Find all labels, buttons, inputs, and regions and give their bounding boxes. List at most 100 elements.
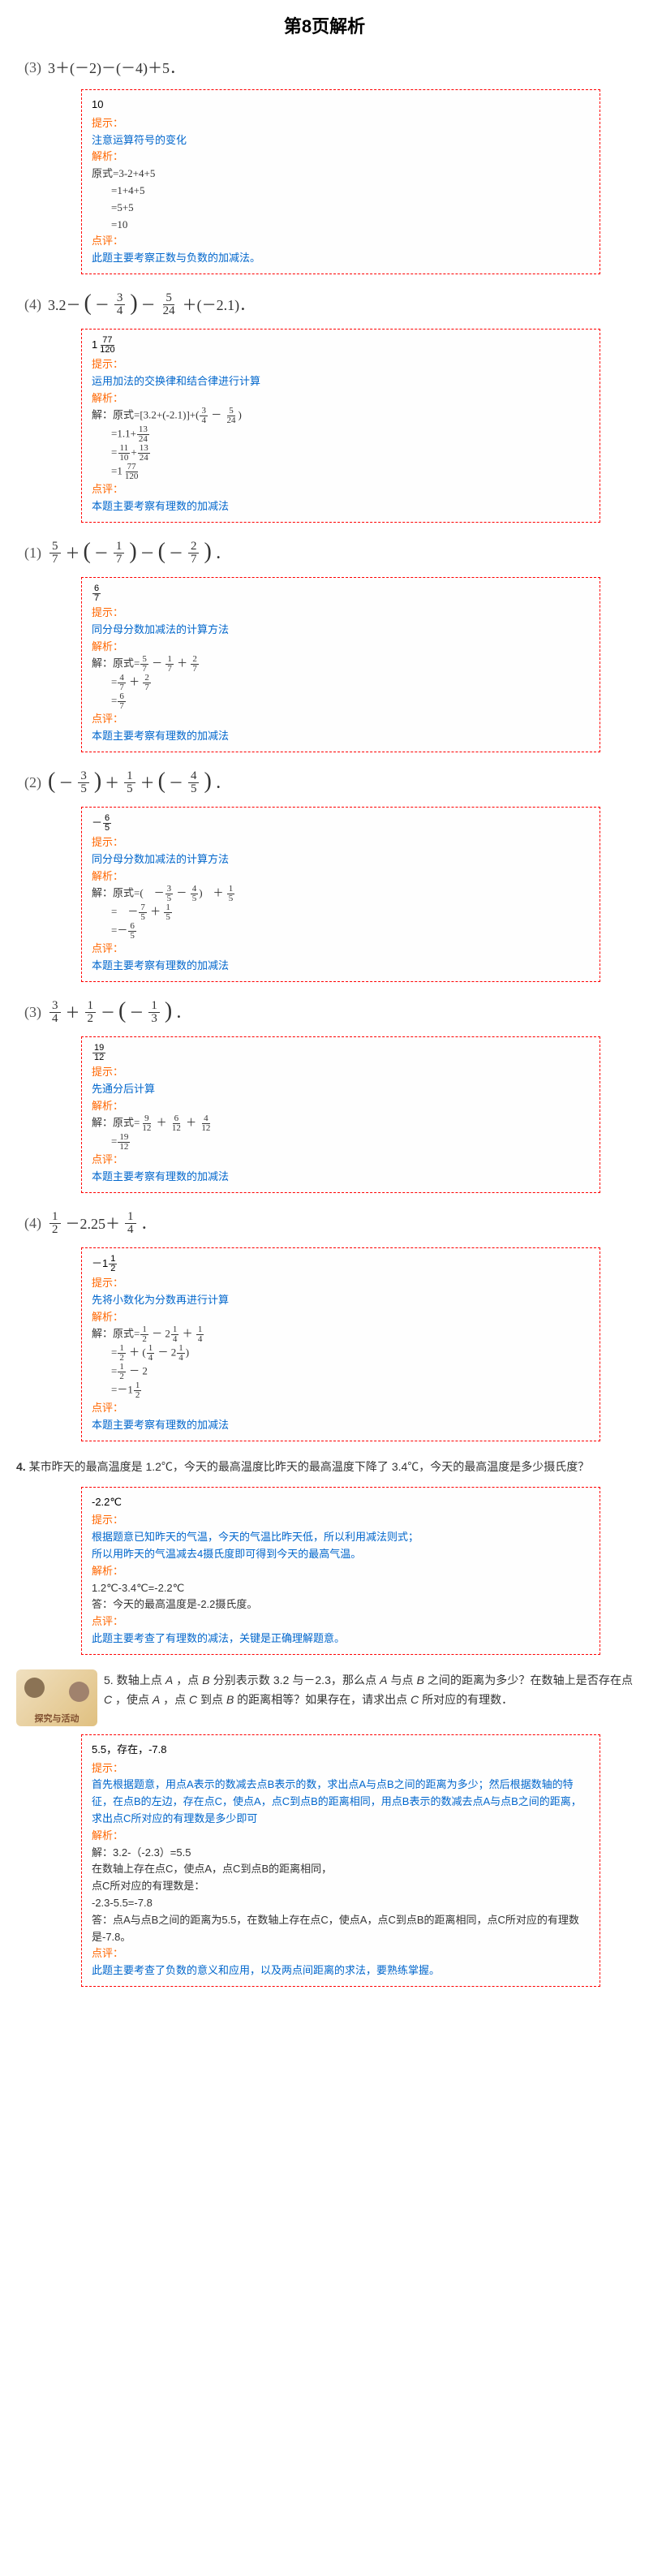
- answer: －65: [92, 814, 590, 833]
- comment-label: 点评：: [92, 235, 123, 247]
- work-line: =12 ＋ (14 － 214): [92, 1344, 590, 1363]
- answer: -2.2℃: [92, 1494, 590, 1511]
- problem-heading: (3) 3＋(－2)－(－4)＋5．: [0, 50, 649, 84]
- problem-heading: (2) (－35)＋15＋(－45)．: [0, 764, 649, 802]
- comment-label: 点评：: [92, 1153, 123, 1165]
- analysis-label: 解析：: [92, 1311, 123, 1323]
- solution-box: －112 提示： 先将小数化为分数再进行计算 解析： 解：原式=12 － 214…: [81, 1247, 600, 1441]
- work-line: 解：原式=12 － 214 ＋ 14: [92, 1325, 590, 1344]
- work-line: =12 － 2: [92, 1363, 590, 1381]
- comment-text: 此题主要考查了有理数的减法，关键是正确理解题意。: [92, 1630, 590, 1648]
- work-line: 1.2℃-3.4℃=-2.2℃: [92, 1580, 590, 1597]
- work-line: = －75 ＋ 15: [92, 903, 590, 922]
- work-line: 解：3.2-（-2.3）=5.5: [92, 1845, 590, 1862]
- work-line: =1912: [92, 1133, 590, 1152]
- work-line: =67: [92, 692, 590, 711]
- problem-number: 4.: [16, 1460, 26, 1473]
- analysis-label: 解析：: [92, 870, 123, 882]
- problem-heading: (3) 34＋12－(－13)．: [0, 993, 649, 1032]
- comment-text: 本题主要考察有理数的加减法: [92, 1417, 590, 1434]
- problem-text: 某市昨天的最高温度是 1.2℃，今天的最高温度比昨天的最高温度下降了 3.4℃，…: [29, 1460, 590, 1473]
- answer: 67: [92, 584, 590, 603]
- problem-heading: (4) 3.2－(－34)－524＋(－2.1)．: [0, 286, 649, 324]
- analysis-label: 解析：: [92, 1100, 123, 1112]
- tip-text: 注意运算符号的变化: [92, 132, 590, 149]
- problem-equation: 12－2.25＋14．: [48, 1211, 156, 1236]
- solution-box: －65 提示： 同分母分数加减法的计算方法 解析： 解：原式=( －35 － 4…: [81, 807, 600, 982]
- tip-label: 提示：: [92, 1277, 123, 1289]
- solution-box: 10 提示： 注意运算符号的变化 解析： 原式=3-2+4+5 =1+4+5 =…: [81, 89, 600, 274]
- work-line: =5+5: [92, 200, 590, 217]
- work-line: =10: [92, 217, 590, 234]
- work-line: =1110+1324: [92, 444, 590, 463]
- analysis-label: 解析：: [92, 150, 123, 162]
- tip-text: 根据题意已知昨天的气温，今天的气温比昨天低，所以利用减法则式；: [92, 1529, 590, 1546]
- work-line: 答：今天的最高温度是-2.2摄氏度。: [92, 1596, 590, 1613]
- comment-text: 此题主要考查了负数的意义和应用，以及两点间距离的求法，要熟练掌握。: [92, 1962, 590, 1979]
- work-line: 原式=3-2+4+5: [92, 166, 590, 183]
- work-line: 解：原式=[3.2+(-2.1)]+(34 － 524): [92, 407, 590, 425]
- answer: 1912: [92, 1044, 590, 1062]
- answer: 177120: [92, 336, 590, 355]
- analysis-label: 解析：: [92, 392, 123, 404]
- comment-label: 点评：: [92, 1402, 123, 1414]
- comment-text: 本题主要考察有理数的加减法: [92, 728, 590, 745]
- word-problem-4: 4. 某市昨天的最高温度是 1.2℃，今天的最高温度比昨天的最高温度下降了 3.…: [0, 1453, 649, 1482]
- page-title: 第8页解析: [0, 0, 649, 50]
- work-line: =－112: [92, 1381, 590, 1400]
- tip-label: 提示：: [92, 606, 123, 618]
- tip-label: 提示：: [92, 1514, 123, 1526]
- problem-equation: 3＋(－2)－(－4)＋5．: [48, 57, 184, 78]
- illustration: 探究与活动: [16, 1669, 97, 1726]
- tip-label: 提示：: [92, 1066, 123, 1078]
- problem-number: (3): [24, 1004, 41, 1021]
- tip-text: 先将小数化为分数再进行计算: [92, 1292, 590, 1309]
- problem-equation: (－35)＋15＋(－45)．: [48, 770, 230, 795]
- comment-text: 本题主要考察有理数的加减法: [92, 958, 590, 975]
- tip-label: 提示：: [92, 358, 123, 370]
- problem-number: (1): [24, 545, 41, 562]
- analysis-label: 解析：: [92, 1829, 123, 1842]
- tip-text: 所以用昨天的气温减去4摄氏度即可得到今天的最高气温。: [92, 1546, 590, 1563]
- tip-text: 同分母分数加减法的计算方法: [92, 851, 590, 868]
- answer: 10: [92, 97, 590, 114]
- comment-label: 点评：: [92, 1615, 123, 1627]
- problem-text: 数轴上点 A ，点 B 分别表示数 3.2 与－2.3，那么点 A 与点 B 之…: [104, 1674, 633, 1706]
- comment-label: 点评：: [92, 713, 123, 725]
- work-line: 点C所对应的有理数是：: [92, 1878, 590, 1895]
- comment-label: 点评：: [92, 942, 123, 954]
- problem-number: 5.: [104, 1674, 114, 1686]
- work-line: -2.3-5.5=-7.8: [92, 1895, 590, 1912]
- tip-text: 先通分后计算: [92, 1081, 590, 1098]
- comment-text: 本题主要考察有理数的加减法: [92, 498, 590, 515]
- problem-number: (4): [24, 296, 41, 313]
- solution-box: 177120 提示： 运用加法的交换律和结合律进行计算 解析： 解：原式=[3.…: [81, 329, 600, 523]
- answer: －112: [92, 1255, 590, 1273]
- work-line: 解：原式=57 － 17 ＋ 27: [92, 655, 590, 674]
- problem-equation: 57＋(－17)－(－27)．: [48, 541, 230, 566]
- problem-number: (4): [24, 1215, 41, 1232]
- work-line: 解：原式=912 ＋ 612 ＋ 412: [92, 1114, 590, 1133]
- solution-box: 5.5，存在，-7.8 提示： 首先根据题意，用点A表示的数减去点B表示的数，求…: [81, 1734, 600, 1987]
- problem-equation: 3.2－(－34)－524＋(－2.1)．: [48, 292, 254, 317]
- tip-text: 首先根据题意，用点A表示的数减去点B表示的数，求出点A与点B之间的距离为多少；然…: [92, 1777, 590, 1827]
- work-line: =1+4+5: [92, 183, 590, 200]
- answer: 5.5，存在，-7.8: [92, 1742, 590, 1759]
- work-line: =47 ＋ 27: [92, 674, 590, 692]
- problem-heading: (4) 12－2.25＋14．: [0, 1204, 649, 1243]
- comment-text: 本题主要考察有理数的加减法: [92, 1169, 590, 1186]
- work-line: =1.1+1324: [92, 425, 590, 444]
- illustration-caption: 探究与活动: [16, 1712, 97, 1725]
- tip-label: 提示：: [92, 117, 123, 129]
- analysis-label: 解析：: [92, 1565, 123, 1577]
- solution-box: -2.2℃ 提示： 根据题意已知昨天的气温，今天的气温比昨天低，所以利用减法则式…: [81, 1487, 600, 1655]
- solution-box: 1912 提示： 先通分后计算 解析： 解：原式=912 ＋ 612 ＋ 412…: [81, 1036, 600, 1193]
- tip-text: 同分母分数加减法的计算方法: [92, 622, 590, 639]
- comment-label: 点评：: [92, 483, 123, 495]
- tip-text: 运用加法的交换律和结合律进行计算: [92, 373, 590, 390]
- comment-label: 点评：: [92, 1947, 123, 1959]
- work-line: 解：原式=( －35 － 45) ＋ 15: [92, 885, 590, 903]
- problem-number: (3): [24, 59, 41, 76]
- work-line: =177120: [92, 463, 590, 481]
- tip-label: 提示：: [92, 1762, 123, 1774]
